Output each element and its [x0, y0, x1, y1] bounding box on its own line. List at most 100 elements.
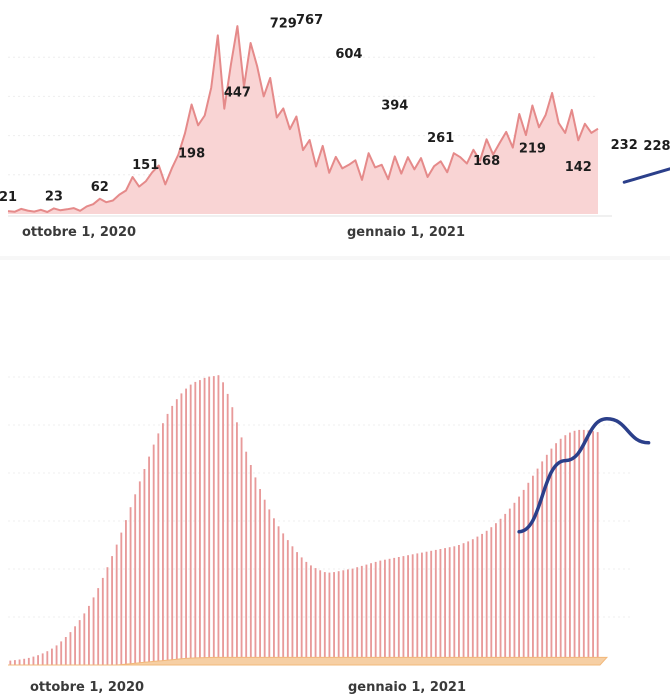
top-x-axis: ottobre 1, 2020 gennaio 1, 2021: [22, 225, 465, 240]
bar: [157, 433, 160, 665]
bar: [231, 407, 234, 665]
data-label: 447: [224, 86, 251, 101]
data-label: 168: [473, 154, 500, 169]
bar: [55, 645, 58, 665]
bar: [60, 641, 63, 665]
bar: [97, 588, 100, 665]
bar: [347, 569, 349, 665]
bar: [115, 544, 118, 665]
data-label: 261: [427, 131, 454, 146]
bar: [421, 552, 423, 665]
bar: [439, 549, 442, 665]
bottom-grid: [8, 376, 630, 618]
bar: [199, 380, 201, 665]
bar: [125, 520, 127, 665]
bar: [462, 543, 465, 665]
top-x-tick-label: ottobre 1, 2020: [22, 225, 136, 240]
top-area-series: [7, 25, 599, 214]
bar: [356, 567, 359, 665]
bar: [310, 565, 312, 665]
bar: [185, 388, 187, 665]
bar: [555, 443, 557, 665]
bottom-x-tick-label: ottobre 1, 2020: [30, 680, 144, 695]
bar: [578, 429, 581, 665]
bar: [360, 565, 363, 665]
bar: [545, 454, 548, 665]
bar: [458, 545, 460, 665]
data-label: 729: [270, 16, 297, 31]
data-label: 228: [643, 139, 670, 154]
bar: [532, 475, 534, 665]
bar: [291, 546, 294, 665]
bar: [23, 658, 26, 665]
bar: [263, 499, 266, 665]
bar: [508, 508, 511, 665]
top-x-tick-label: gennaio 1, 2021: [347, 225, 465, 240]
bar: [569, 432, 571, 665]
top-value-labels: 21 23 62 151 198 447 729 767 604 394 261 168 219 142 2…: [0, 13, 670, 205]
bar: [32, 656, 35, 665]
bar: [101, 577, 104, 665]
panel-divider: [0, 256, 670, 260]
bar: [46, 651, 49, 665]
bottom-trend-curve: [517, 417, 651, 534]
bar: [69, 632, 72, 665]
bottom-chart: ottobre 1, 2020 gennaio 1, 2021: [0, 260, 670, 700]
bar: [393, 557, 396, 665]
bar: [134, 494, 137, 665]
bar: [527, 482, 530, 665]
data-label: 151: [132, 158, 159, 173]
bar: [14, 660, 16, 665]
bar: [476, 536, 479, 665]
bar: [541, 461, 544, 665]
bar: [78, 620, 81, 665]
bar: [171, 405, 174, 665]
bar: [374, 561, 377, 665]
bar: [203, 377, 206, 665]
secondary-area: [8, 656, 609, 666]
bar: [273, 518, 275, 665]
bar: [323, 572, 326, 665]
bar: [513, 502, 516, 665]
bar: [41, 653, 44, 665]
bar: [342, 570, 345, 665]
bar: [51, 648, 53, 665]
top-chart: 21 23 62 151 198 447 729 767 604 394 261 168 219 142 2…: [0, 0, 670, 250]
bar: [212, 376, 215, 665]
bar: [254, 477, 257, 665]
bar: [222, 382, 224, 665]
bar: [88, 605, 90, 665]
bar: [397, 557, 400, 665]
area-fill: [8, 26, 598, 214]
bar: [490, 527, 493, 665]
bar: [249, 465, 252, 665]
bar: [194, 381, 197, 665]
bar: [27, 657, 30, 665]
daily-cases-area-chart: 21 23 62 151 198 447 729 767 604 394 261 168 219 142 2…: [0, 13, 670, 240]
data-label: 21: [0, 190, 17, 205]
bar: [425, 551, 428, 665]
bottom-x-tick-label: gennaio 1, 2021: [348, 680, 466, 695]
bar: [518, 496, 520, 665]
area-line: [7, 25, 599, 213]
bar: [268, 509, 271, 665]
bar: [64, 637, 67, 665]
bar: [166, 413, 169, 665]
bar: [365, 564, 368, 665]
bar: [550, 448, 553, 665]
data-label: 604: [335, 47, 362, 62]
bar: [495, 523, 497, 665]
bar: [217, 375, 220, 665]
bar: [175, 399, 178, 665]
bar: [587, 430, 590, 665]
bar: [453, 546, 456, 665]
bar: [74, 626, 76, 665]
bar: [379, 560, 382, 665]
bar: [106, 567, 109, 665]
bar: [536, 468, 539, 665]
bar: [411, 554, 414, 665]
bar: [300, 557, 303, 665]
bar: [434, 549, 437, 665]
bar: [559, 438, 562, 665]
bottom-secondary-series: [8, 656, 609, 666]
